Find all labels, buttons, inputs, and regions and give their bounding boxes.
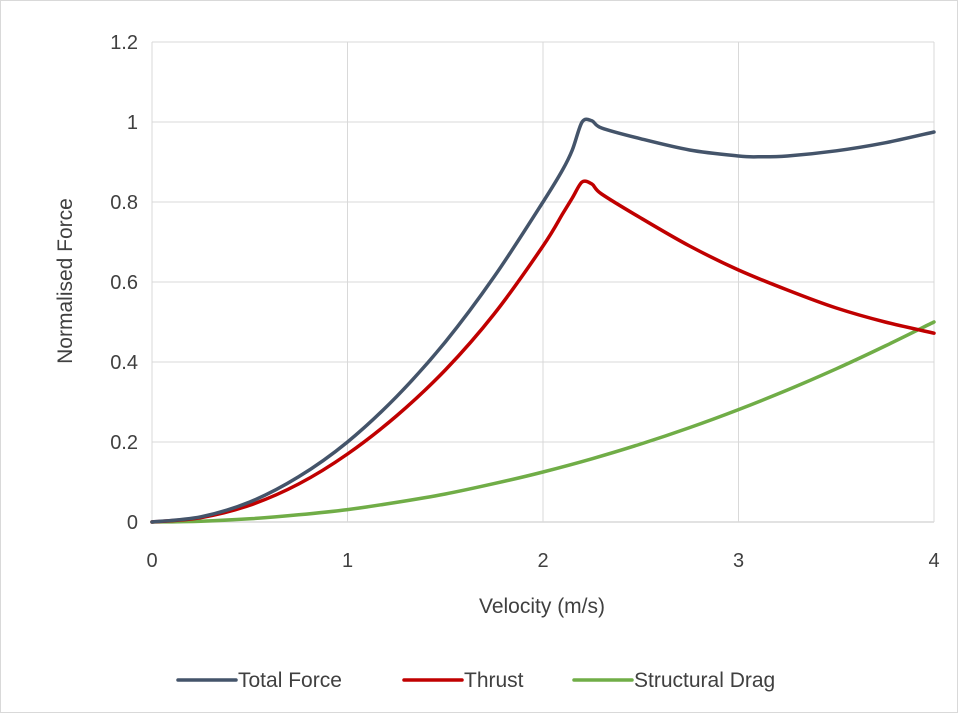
x-axis-title: Velocity (m/s) bbox=[479, 595, 605, 618]
grid bbox=[151, 41, 935, 523]
series-line-structural-drag bbox=[150, 320, 936, 524]
y-axis-title: Normalised Force bbox=[54, 198, 77, 364]
x-tick-label: 2 bbox=[537, 550, 548, 572]
legend-label: Total Force bbox=[238, 669, 342, 692]
y-tick-label: 0.4 bbox=[110, 352, 138, 374]
y-tick-label: 1 bbox=[127, 112, 138, 134]
legend: Total Force Thrust Structural Drag bbox=[176, 669, 775, 692]
legend-item-thrust: Thrust bbox=[402, 669, 524, 692]
series-line-total-force bbox=[150, 117, 936, 524]
y-tick-label: 0.6 bbox=[110, 272, 138, 294]
y-axis-ticks: 0 0.2 0.4 0.6 0.8 1 1.2 bbox=[110, 32, 138, 534]
y-tick-label: 0 bbox=[127, 512, 138, 534]
legend-label: Thrust bbox=[464, 669, 524, 692]
x-tick-label: 0 bbox=[146, 550, 157, 572]
series-line-thrust bbox=[150, 179, 936, 524]
x-tick-label: 4 bbox=[928, 550, 939, 572]
y-tick-label: 1.2 bbox=[110, 32, 138, 54]
y-tick-label: 0.8 bbox=[110, 192, 138, 214]
legend-item-total-force: Total Force bbox=[176, 669, 342, 692]
x-axis-ticks: 0 1 2 3 4 bbox=[146, 550, 939, 572]
legend-label: Structural Drag bbox=[634, 669, 775, 692]
series-lines bbox=[150, 117, 936, 524]
y-tick-label: 0.2 bbox=[110, 432, 138, 454]
x-tick-label: 1 bbox=[342, 550, 353, 572]
x-tick-label: 3 bbox=[733, 550, 744, 572]
legend-item-structural-drag: Structural Drag bbox=[572, 669, 775, 692]
